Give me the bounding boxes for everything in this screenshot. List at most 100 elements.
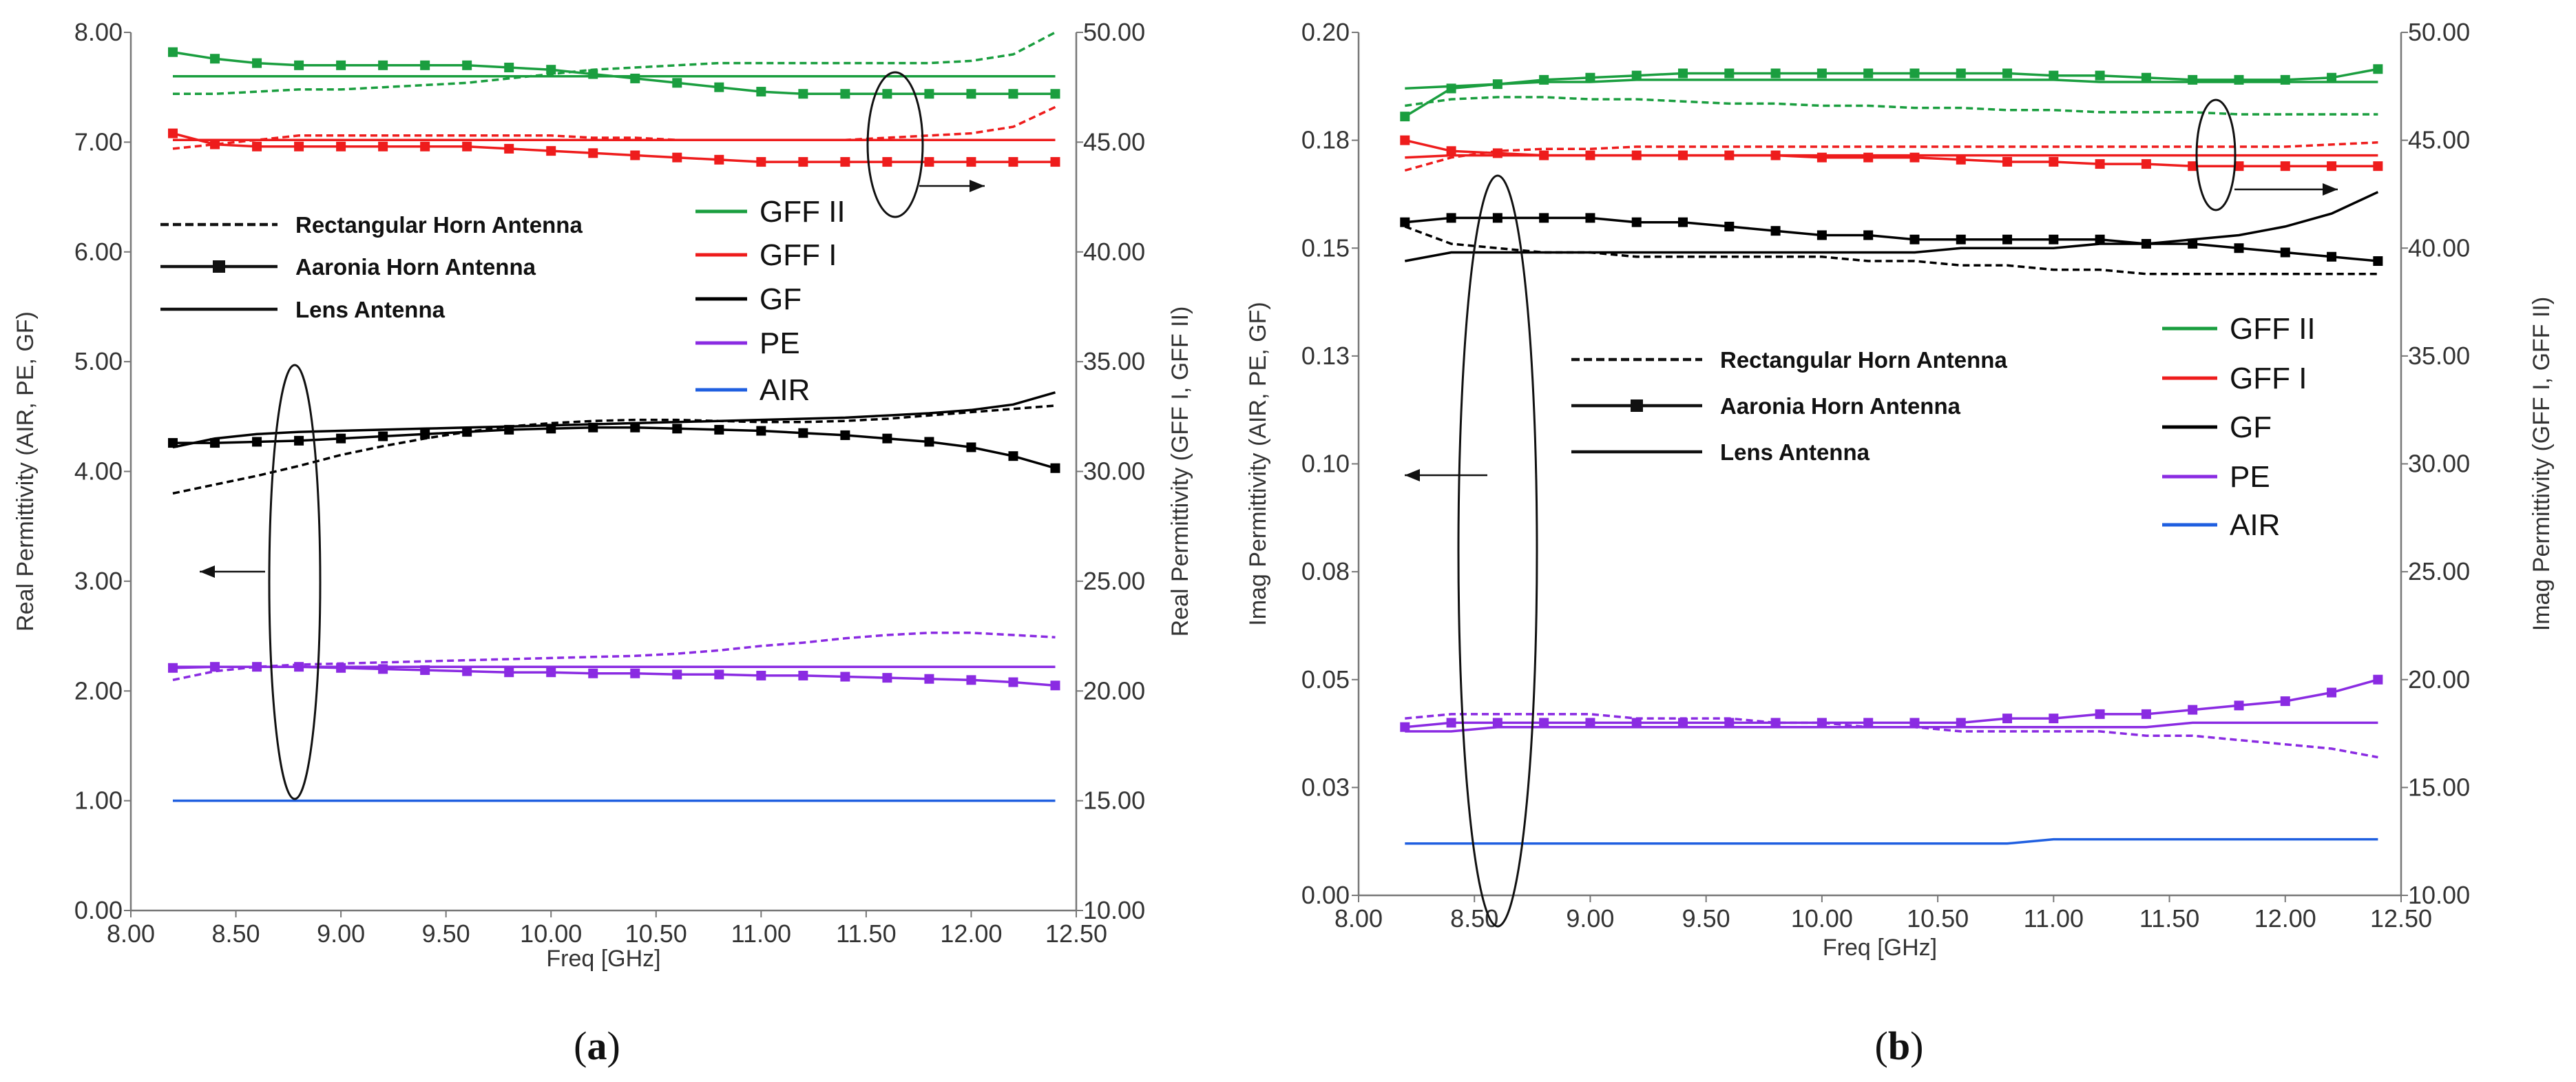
data-point-marker [336, 433, 346, 444]
data-point-marker [2234, 243, 2244, 253]
legend-style-label: Aaronia Horn Antenna [295, 254, 536, 280]
x-tick-label: 8.50 [212, 919, 260, 948]
x-tick-label: 9.00 [317, 919, 365, 948]
y2-tick-label: 40.00 [1083, 238, 1145, 266]
data-point-marker [1631, 718, 1642, 728]
data-point-marker [1909, 718, 1920, 728]
data-point-marker [1400, 112, 1410, 122]
data-point-marker [2002, 234, 2013, 245]
data-point-marker [1863, 230, 1874, 240]
series-gff-i-rectangular-horn [1404, 141, 2378, 172]
data-point-marker [210, 438, 220, 448]
legend-material-item: GFF II [695, 195, 846, 229]
series-pe-rectangular-horn [172, 632, 1056, 682]
data-point-marker [504, 667, 514, 678]
legend-style-label: Lens Antenna [295, 297, 446, 322]
y2-tick-label: 30.00 [2408, 450, 2470, 478]
x-tick-label: 12.50 [1045, 919, 1107, 948]
y2-tick-label: 30.00 [1083, 457, 1145, 486]
y2-tick-label: 10.00 [2408, 881, 2470, 909]
left-arrow-icon [1405, 469, 1487, 481]
y2-tick-label: 45.00 [1083, 127, 1145, 156]
data-point-marker [1631, 217, 1642, 227]
series-gff-i-aaronia-horn [1404, 138, 2378, 167]
data-point-marker [630, 73, 640, 83]
data-point-marker [966, 442, 976, 452]
legend-material-label: GFF II [2230, 312, 2316, 346]
data-point-marker [840, 430, 850, 440]
x-tick-label: 10.00 [520, 919, 582, 948]
y2-tick-label: 45.00 [2408, 126, 2470, 154]
data-point-marker [336, 60, 346, 70]
data-point-marker [924, 89, 934, 99]
data-point-marker [2280, 74, 2290, 85]
data-point-marker [1446, 213, 1456, 223]
legend-material-item: GFF II [2162, 312, 2316, 346]
data-point-marker [1678, 68, 1688, 79]
data-point-marker [1446, 146, 1456, 156]
legend-marker [213, 260, 225, 273]
data-point-marker [1539, 718, 1549, 728]
data-point-marker [672, 78, 682, 88]
data-point-marker [252, 141, 262, 152]
data-point-marker [588, 422, 598, 433]
data-point-marker [2327, 161, 2337, 171]
data-point-marker [1863, 152, 1874, 163]
series-gf-aaronia-horn [173, 426, 1056, 470]
data-point-marker [1050, 463, 1060, 473]
data-point-marker [966, 675, 976, 685]
annotation-ellipse [268, 364, 322, 800]
x-tick-label: 11.50 [2139, 904, 2199, 933]
data-point-marker [1008, 89, 1018, 99]
data-point-marker [1770, 150, 1781, 160]
y-tick-label: 0.00 [1301, 881, 1350, 909]
series-gff-i-rectangular-horn [172, 105, 1056, 150]
y-tick-label: 7.00 [74, 127, 123, 156]
data-point-marker [378, 664, 388, 674]
data-point-marker [294, 141, 304, 152]
data-point-marker [1863, 68, 1874, 79]
data-point-marker [840, 157, 850, 167]
y-tick-label: 1.00 [74, 787, 123, 815]
data-point-marker [714, 82, 724, 92]
data-point-marker [588, 148, 598, 158]
data-point-marker [924, 437, 934, 447]
data-point-marker [378, 431, 388, 441]
data-point-marker [1816, 718, 1827, 728]
data-point-marker [882, 673, 892, 683]
data-point-marker [504, 424, 514, 435]
series-gf-rectangular-horn [172, 404, 1056, 495]
x-axis-title: Freq [GHz] [546, 946, 660, 972]
data-point-marker [966, 89, 976, 99]
data-point-marker [336, 141, 346, 152]
y-axis-title: Imag Permittivity (AIR, PE, GF) [1245, 302, 1271, 625]
data-point-marker [168, 47, 178, 57]
data-point-marker [378, 141, 388, 152]
data-point-marker [546, 146, 556, 156]
data-point-marker [1492, 718, 1502, 728]
legend-material-item: GFF I [2162, 362, 2307, 395]
y2-tick-label: 50.00 [2408, 18, 2470, 46]
x-tick-label: 8.00 [107, 919, 155, 948]
data-point-marker [1956, 68, 1966, 79]
series-gf-lens [172, 391, 1056, 449]
data-point-marker [294, 662, 304, 672]
legend-material-item: GF [695, 282, 802, 316]
data-point-marker [1816, 152, 1827, 163]
data-point-marker [462, 666, 472, 676]
series-gff-ii-rectangular-horn [1405, 96, 2378, 116]
data-point-marker [2234, 161, 2244, 171]
data-point-marker [2141, 159, 2151, 169]
data-point-marker [2327, 72, 2337, 83]
data-point-marker [1539, 213, 1549, 223]
y-tick-label: 0.08 [1301, 557, 1350, 585]
legend-style-item: Lens Antenna [160, 297, 446, 322]
data-point-marker [2280, 161, 2290, 171]
y-tick-label: 0.20 [1301, 18, 1350, 46]
data-point-marker [2373, 64, 2383, 74]
data-point-marker [966, 157, 976, 167]
data-point-marker [630, 150, 640, 160]
y-tick-label: 0.00 [74, 896, 123, 924]
x-tick-label: 10.50 [1907, 904, 1969, 933]
